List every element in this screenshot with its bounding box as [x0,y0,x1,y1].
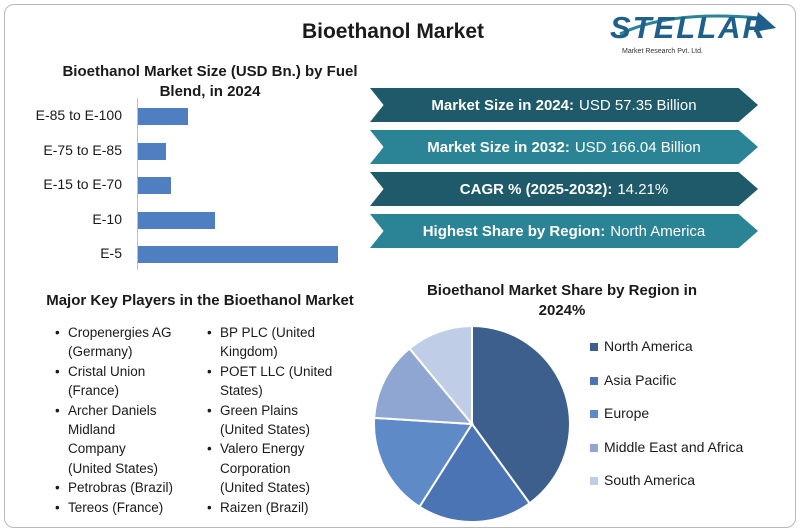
pie-slice-asia-pacific [418,422,532,523]
bar-category-label: E-85 to E-100 [35,107,122,123]
page-title: Bioethanol Market [301,20,485,43]
players-title: Major Key Players in the Bioethanol Mark… [46,292,354,309]
bar-category-label: E-15 to E-70 [43,176,122,192]
player-text-line: Archer Daniels [68,402,157,418]
legend-item: Middle East and Africa [590,439,743,473]
legend-label: North America [604,338,693,354]
legend-swatch [590,343,598,351]
logo-swoosh-icon [619,12,776,36]
legend-item: North America [590,338,743,372]
player-text-line: BP PLC (United [220,325,316,340]
highlight-value: 14.21% [617,180,669,198]
player-text-line: Valero Energy [220,441,305,457]
bar-category-label: E-75 to E-85 [43,141,122,158]
highlight-value: USD 166.04 Billion [574,138,701,156]
infographic-frame [4,4,796,528]
pie-slice-north-america [471,324,571,505]
player-item: Cropenergies AG (Germany) [52,323,192,362]
pie-slice-middle-east-and-africa [373,347,475,426]
player-text-line: Company [68,441,126,457]
player-text-line: (United States) [220,422,311,438]
legend-swatch [590,410,598,419]
legend-swatch [590,477,598,486]
legend-label: South America [604,472,696,489]
bar-e-15-to-e-70 [138,177,171,194]
highlight-value: North America [610,222,706,240]
player-text-line: (United States) [68,460,159,476]
player-text-line: Kingdom) [220,344,278,360]
legend-swatch [590,376,598,385]
player-text-line: Midland [68,422,116,438]
players-column-2: BP PLC (United Kingdom) POET LLC (United St… [204,323,354,517]
bar-chart-axis [137,98,138,270]
player-item: Cristal Union (France) [52,362,192,401]
bar-e-10 [138,211,215,229]
pie-chart [373,324,571,523]
player-text-line: Corporation [220,460,291,476]
player-text-line: (United States) [220,480,311,496]
legend-item: Europe [590,405,743,439]
player-text-line: Raizen (Brazil) [220,499,309,515]
pie-legend: North America Asia Pacific Europe Middle Ea… [590,338,743,506]
pie-chart-title: Bioethanol Market Share by Region in 202… [426,282,698,319]
player-text-line: Cristal Union [68,363,146,379]
player-text-line: POET LLC (United [220,363,333,379]
bar-category-label: E-5 [100,245,122,261]
players-column-1: Cropenergies AG (Germany) Cristal Union (Fr… [52,323,192,517]
player-text-line: States) [220,383,263,399]
bar-category-label: E-10 [92,210,122,227]
highlight-label: Market Size in 2032: [427,138,570,156]
player-text-line: Cropenergies AG [68,325,172,340]
pie-slice-south-america [408,324,473,427]
player-item: Valero Energy Corporation (United States) [204,439,354,497]
player-item: Petrobras (Brazil) [52,478,192,498]
legend-label: Europe [604,405,650,422]
highlight-ribbon: Market Size in 2024: USD 57.35 Billion [370,88,758,122]
highlight-label: CAGR % (2025-2032): [459,180,613,198]
player-item: POET LLC (United States) [204,362,354,401]
player-text-line: (Germany) [68,344,133,360]
player-text-line: Tereos (France) [68,499,164,515]
pie-slice-europe [373,416,474,509]
player-item: Raizen (Brazil) [204,498,354,518]
bar-e-5 [138,246,338,263]
player-item: Tereos (France) [52,498,192,518]
highlight-ribbon: Highest Share by Region: North America [370,214,758,248]
highlight-ribbon: Market Size in 2032: USD 166.04 Billion [370,130,758,164]
highlight-label: Highest Share by Region: [422,222,606,240]
player-text-line: Petrobras (Brazil) [68,480,174,496]
legend-swatch [590,443,598,452]
bar-e-85-to-e-100 [138,108,188,125]
legend-label: Middle East and Africa [604,438,744,455]
legend-item: Asia Pacific [590,372,743,406]
player-item: BP PLC (United Kingdom) [204,323,354,362]
player-item: Green Plains (United States) [204,401,354,440]
player-item: Archer Daniels Midland Company (United Stat… [52,401,192,479]
legend-item: South America [590,472,743,506]
player-text-line: (France) [68,383,120,399]
highlight-label: Market Size in 2024: [431,96,574,114]
highlight-ribbon: CAGR % (2025-2032): 14.21% [370,172,758,206]
highlight-value: USD 57.35 Billion [579,96,697,114]
player-text-line: Green Plains [220,402,299,418]
logo-tagline: Market Research Pvt. Ltd. [622,48,703,55]
legend-label: Asia Pacific [604,371,677,388]
logo-wordmark: STELLAR [610,10,767,45]
bar-chart-title: Bioethanol Market Size (USD Bn.) by Fuel… [62,63,358,100]
bar-e-75-to-e-85 [138,142,166,160]
stellar-logo: STELLAR Market Research Pvt. Ltd. [610,8,780,64]
